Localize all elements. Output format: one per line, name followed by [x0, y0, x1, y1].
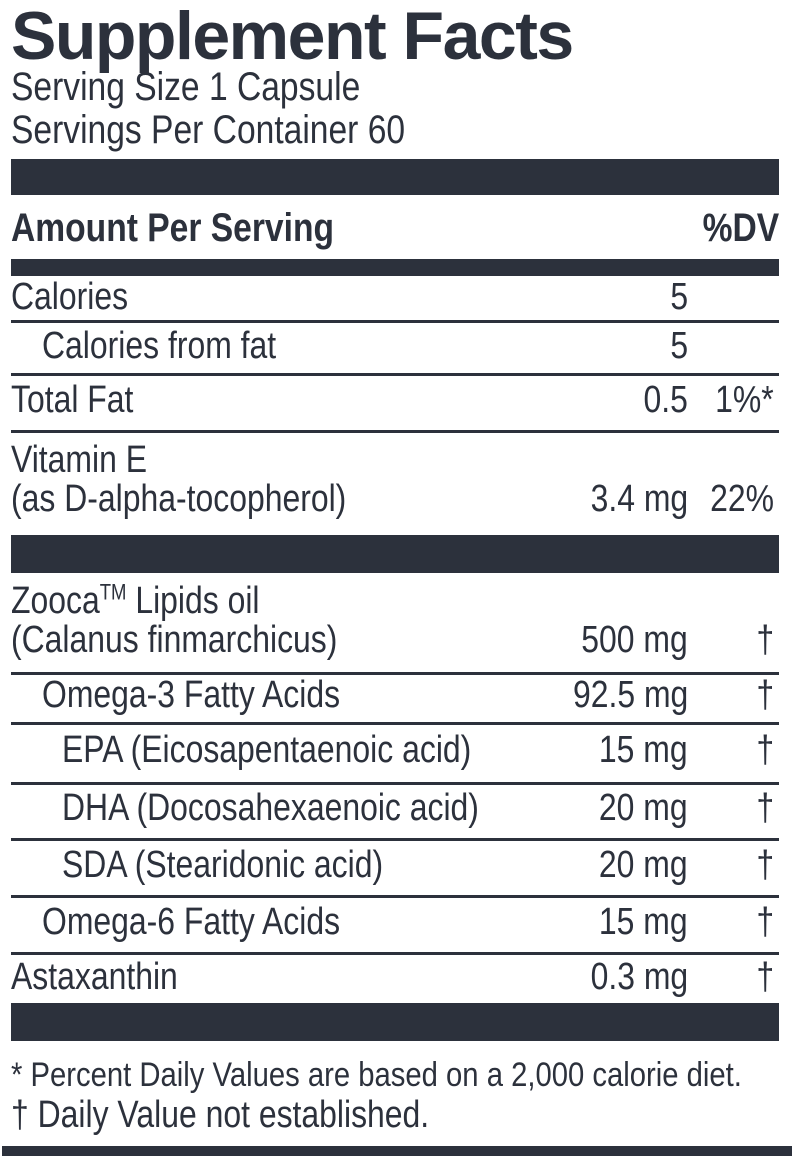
dv-value: 1%*	[715, 379, 774, 421]
nutrient-name: SDA (Stearidonic acid)	[62, 844, 384, 886]
amount-value: 0.5	[643, 379, 688, 421]
servings-per-container-text: Servings Per Container 60	[11, 108, 406, 152]
divider-bar-columns	[11, 259, 779, 276]
nutrient-row-vitamin-e: Vitamin E (as D-alpha-tocopherol) 3.4 mg…	[11, 433, 779, 535]
panel-title: Supplement Facts	[11, 0, 574, 74]
dv-value	[688, 327, 779, 366]
amount-value: 20 mg	[599, 844, 688, 886]
nutrient-name: Omega-3 Fatty Acids	[42, 674, 341, 716]
nutrient-row-calories-from-fat: Calories from fat 5	[11, 323, 779, 376]
column-header-row: Amount Per Serving %DV	[11, 195, 779, 259]
dv-value	[688, 278, 779, 317]
nutrient-name: DHA (Docosahexaenoic acid)	[62, 787, 479, 829]
nutrient-row-omega-3: Omega-3 Fatty Acids 92.5 mg †	[11, 675, 779, 725]
amount-value: 3.4 mg	[590, 478, 688, 520]
servings-per-container-line: Servings Per Container 60	[11, 109, 779, 152]
amount-value: 15 mg	[599, 901, 688, 943]
nutrient-row-omega-6: Omega-6 Fatty Acids 15 mg †	[11, 898, 779, 955]
nutrient-row-total-fat: Total Fat 0.5 1%*	[11, 376, 779, 433]
nutrient-name: Omega-6 Fatty Acids	[42, 901, 341, 943]
amount-value: 92.5 mg	[572, 674, 688, 716]
dv-value: †	[756, 787, 774, 829]
nutrient-row-sda: SDA (Stearidonic acid) 20 mg †	[11, 841, 779, 898]
nutrient-name: Calories from fat	[42, 325, 277, 367]
serving-size-line: Serving Size 1 Capsule	[11, 66, 779, 109]
dv-value: †	[756, 619, 774, 661]
nutrient-name: Astaxanthin	[11, 956, 178, 998]
nutrient-name: Vitamin E (as D-alpha-tocopherol)	[11, 439, 347, 520]
amount-value: 20 mg	[599, 787, 688, 829]
nutrient-row-epa: EPA (Eicosapentaenoic acid) 15 mg †	[11, 725, 779, 785]
dv-value: 22%	[710, 478, 774, 520]
nutrient-row-calories: Calories 5	[11, 276, 779, 323]
serving-size-text: Serving Size 1 Capsule	[11, 65, 361, 109]
trademark-superscript: TM	[99, 579, 127, 605]
footnote-daily-value: † Daily Value not established.	[11, 1094, 430, 1136]
amount-value: 500 mg	[581, 619, 688, 661]
amount-value: 5	[670, 325, 688, 367]
divider-bar-header	[11, 159, 779, 195]
dv-value: †	[756, 674, 774, 716]
amount-value: 5	[670, 276, 688, 318]
bottom-edge-bar	[2, 1146, 792, 1156]
nutrient-name: Total Fat	[11, 379, 134, 421]
nutrient-name: ZoocaTM Lipids oil (Calanus finmarchicus…	[11, 579, 338, 661]
divider-bar-lipids	[11, 535, 779, 573]
nutrient-name: Calories	[11, 276, 129, 318]
dv-value: †	[756, 956, 774, 998]
nutrient-row-dha: DHA (Docosahexaenoic acid) 20 mg †	[11, 785, 779, 841]
nutrient-name: EPA (Eicosapentaenoic acid)	[62, 729, 472, 771]
divider-bar-footnotes	[11, 1003, 779, 1041]
dv-value: †	[756, 729, 774, 771]
section-macros: Calories 5 Calories from fat 5 Total Fat…	[11, 276, 779, 535]
percent-dv-header: %DV	[702, 206, 780, 250]
dv-value: †	[756, 844, 774, 886]
footnote-percent-dv: * Percent Daily Values are based on a 2,…	[11, 1056, 742, 1094]
nutrient-row-astaxanthin: Astaxanthin 0.3 mg †	[11, 955, 779, 1003]
section-lipids: ZoocaTM Lipids oil (Calanus finmarchicus…	[11, 573, 779, 1003]
amount-value: 0.3 mg	[590, 956, 688, 998]
amount-per-serving-header: Amount Per Serving	[11, 206, 334, 250]
amount-value: 15 mg	[599, 729, 688, 771]
dv-value: †	[756, 901, 774, 943]
nutrient-row-zooca-lipids-oil: ZoocaTM Lipids oil (Calanus finmarchicus…	[11, 573, 779, 675]
